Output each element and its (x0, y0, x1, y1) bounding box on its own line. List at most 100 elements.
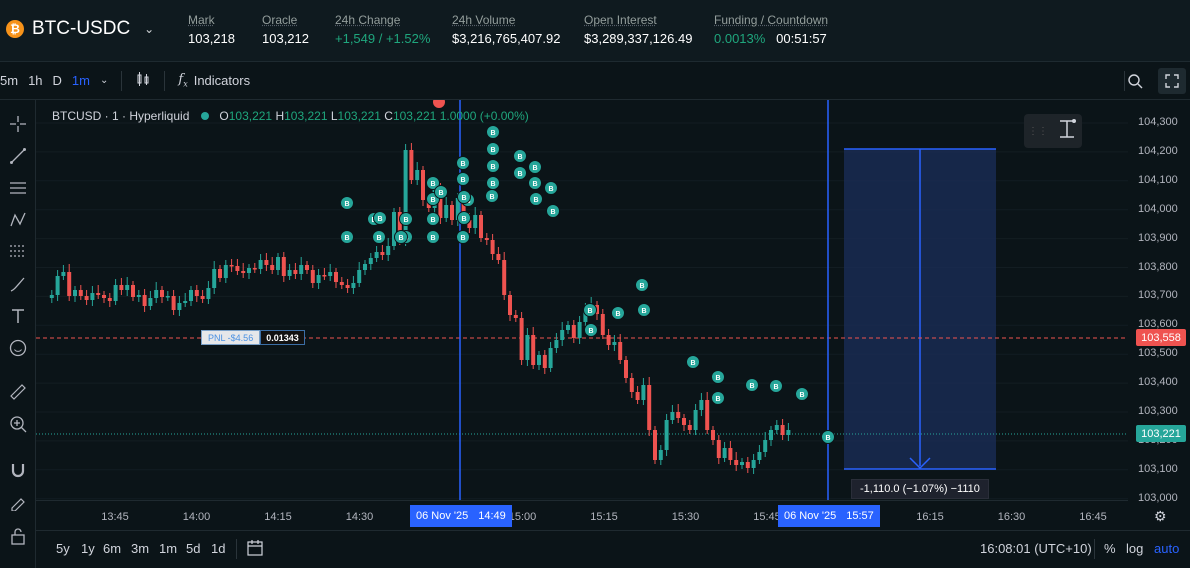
candle-body (183, 301, 188, 303)
interval-1m[interactable]: 1m (71, 73, 90, 88)
candle-body (629, 378, 634, 392)
position-pnl-label[interactable]: PNL -$4.56 0.01343 (201, 330, 305, 345)
log-toggle[interactable]: log (1126, 541, 1144, 556)
chevron-down-icon[interactable]: ⌄ (144, 22, 155, 36)
buy-marker-label: B (639, 283, 644, 290)
floating-drawing-toolbar[interactable]: ⋮⋮ (1024, 114, 1082, 148)
range-1m[interactable]: 1m (159, 541, 178, 556)
indicators-button[interactable]: fx Indicators (178, 72, 251, 89)
stat-mark: Mark 103,218 (188, 13, 235, 46)
price-axis[interactable]: 104,300 104,200 104,100 104,000 103,900 103,8… (1128, 100, 1190, 530)
position-size: 0.01343 (260, 330, 305, 345)
measure-arrowhead (909, 457, 931, 470)
range-6m[interactable]: 6m (103, 541, 122, 556)
text-icon[interactable] (6, 304, 30, 328)
range-5y[interactable]: 5y (56, 541, 70, 556)
candle-body (711, 430, 715, 440)
buy-marker-label: B (430, 197, 435, 204)
candle-body (67, 272, 72, 296)
time-tick: 14:00 (182, 511, 211, 523)
candle-body (339, 282, 344, 285)
pair-selector[interactable]: ₿ BTC-USDC ⌄ (6, 18, 154, 40)
zoom-in-icon[interactable] (6, 412, 30, 436)
range-3m[interactable]: 3m (131, 541, 150, 556)
fib-icon[interactable] (6, 240, 30, 264)
emoji-icon[interactable] (6, 336, 30, 360)
auto-toggle[interactable]: auto (1154, 541, 1180, 556)
candle-body (84, 296, 89, 300)
candle-body (624, 360, 628, 378)
goto-date-icon[interactable] (246, 539, 264, 560)
candle-body (345, 285, 350, 288)
interval-dropdown-icon[interactable]: ⌄ (99, 75, 109, 86)
buy-marker (372, 230, 386, 244)
settings-icon[interactable]: ⚙ (1154, 508, 1167, 524)
horizontal-lines-icon[interactable] (6, 176, 30, 200)
magnet-icon[interactable] (6, 458, 30, 482)
lock-icon[interactable] (6, 524, 30, 548)
candle-body (542, 355, 547, 368)
candle-body (107, 298, 112, 301)
range-1y[interactable]: 1y (81, 541, 95, 556)
candle-body (305, 265, 309, 270)
candle-body (467, 220, 472, 228)
candlestick-chart[interactable]: B B B B B B B B B B B B B B B B B B B B B B B B B B B B B B B B B B B B B B B B… (36, 96, 1128, 500)
candle-body (322, 275, 327, 277)
candle-body (455, 198, 460, 220)
interval-1h[interactable]: 1h (28, 73, 43, 88)
candle-body (328, 272, 333, 276)
range-5d[interactable]: 5d (186, 541, 201, 556)
lock-drawing-icon[interactable] (6, 490, 30, 514)
screenshot-icon[interactable] (1126, 72, 1144, 93)
candle-body (664, 420, 669, 450)
brush-icon[interactable] (6, 272, 30, 296)
candle-body (102, 295, 106, 298)
drag-handle-icon[interactable]: ⋮⋮ (1028, 125, 1048, 137)
stat-oracle: Oracle 103,212 (262, 13, 309, 46)
candle-body (687, 425, 692, 430)
candle-body (235, 266, 240, 271)
candle-body (635, 392, 640, 400)
candle-body (751, 460, 756, 468)
percent-toggle[interactable]: % (1104, 541, 1116, 556)
buy-marker-label: B (715, 396, 720, 403)
measure-tooltip: -1,110.0 (−1.07%) −1110 (851, 479, 989, 499)
candle-body (264, 260, 269, 265)
measure-tool-icon[interactable] (1056, 118, 1078, 145)
interval-5m[interactable]: 5m (0, 73, 19, 88)
buy-marker-label: B (641, 308, 646, 315)
buy-marker (546, 204, 560, 218)
price-chart[interactable]: B B B B B B B B B B B B B B B B B B B B B B B B B B B B B B B B B B B B B B B B… (36, 96, 1128, 500)
ruler-icon[interactable] (6, 380, 30, 404)
pnl-value: PNL -$4.56 (201, 330, 261, 345)
candle-body (392, 212, 396, 246)
price-tick: 104,100 (1138, 173, 1178, 186)
buy-marker (426, 212, 440, 226)
candle-body (229, 265, 234, 267)
candle-body (583, 310, 588, 322)
candle-body (508, 295, 512, 315)
candle-body (769, 430, 773, 440)
clock[interactable]: 16:08:01 (UTC+10) (980, 541, 1092, 556)
range-1d[interactable]: 1d (211, 541, 226, 556)
time-axis[interactable]: 13:45 14:00 14:15 14:30 15:00 15:15 15:30 15:45… (36, 500, 1128, 530)
candle-body (531, 335, 536, 365)
buy-marker-label: B (825, 435, 830, 442)
trendline-icon[interactable] (6, 144, 30, 168)
crosshair-icon[interactable] (6, 112, 30, 136)
candle-body (560, 330, 565, 340)
fullscreen-icon[interactable] (1158, 68, 1186, 94)
buy-marker-label: B (615, 311, 620, 318)
price-tick: 103,700 (1138, 289, 1178, 302)
candle-body (125, 285, 130, 290)
candle-body (73, 290, 77, 296)
candle-body (676, 412, 681, 418)
candle-body (716, 440, 721, 458)
candle-body (444, 205, 449, 218)
interval-d[interactable]: D (52, 73, 62, 88)
buy-marker (635, 278, 649, 292)
candle-body (745, 462, 750, 468)
candle-body (537, 355, 541, 365)
pattern-icon[interactable] (6, 208, 30, 232)
candle-type-icon[interactable] (130, 71, 156, 90)
